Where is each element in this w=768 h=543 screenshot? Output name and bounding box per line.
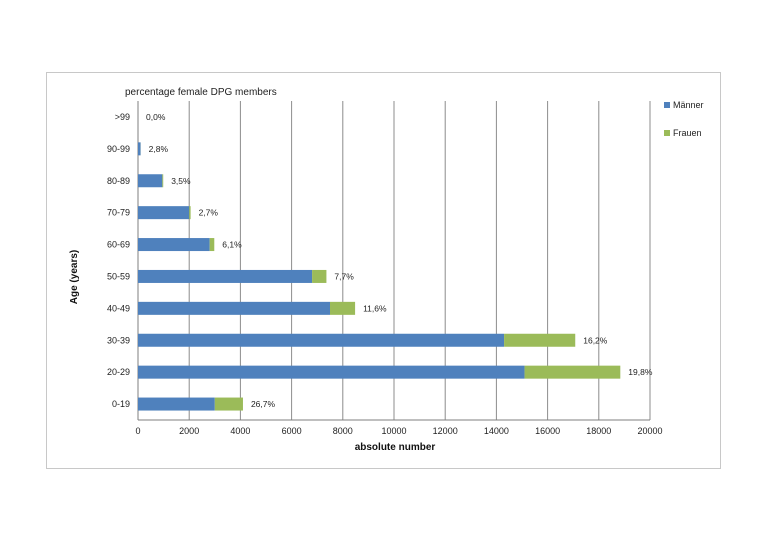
chart-svg: percentage female DPG members Age (years… — [69, 87, 704, 453]
bar-maenner — [138, 269, 313, 283]
y-tick-label: 90-99 — [107, 144, 130, 154]
legend-swatch-frauen — [664, 130, 670, 136]
bar-frauen — [504, 333, 576, 347]
x-tick-label: 6000 — [282, 426, 302, 436]
legend-label-maenner: Männer — [673, 100, 704, 110]
percent-label: 0,0% — [146, 112, 166, 122]
bar-frauen — [209, 238, 215, 252]
bar-maenner — [138, 397, 215, 411]
percent-label: 11,6% — [363, 303, 387, 313]
y-tick-label: 0-19 — [112, 399, 130, 409]
x-tick-label: 10000 — [381, 426, 406, 436]
y-tick-label: 50-59 — [107, 271, 130, 281]
bar-frauen — [330, 301, 356, 315]
x-tick-label: 16000 — [535, 426, 560, 436]
percent-label: 6,1% — [222, 240, 242, 250]
bar-frauen — [162, 174, 164, 188]
bar-frauen — [312, 269, 327, 283]
bar-maenner — [138, 333, 505, 347]
percent-label: 3,5% — [171, 176, 191, 186]
percent-label: 26,7% — [251, 399, 276, 409]
x-tick-label: 0 — [135, 426, 140, 436]
y-tick-label: 70-79 — [107, 208, 130, 218]
y-tick-label: 40-49 — [107, 303, 130, 313]
percent-label: 2,8% — [149, 144, 169, 154]
y-tick-label: 80-89 — [107, 176, 130, 186]
bar-maenner — [138, 238, 210, 252]
percent-label: 19,8% — [628, 367, 653, 377]
x-tick-label: 20000 — [637, 426, 662, 436]
bar-maenner — [138, 174, 163, 188]
labels-layer: 0 2000 4000 6000 8000 10000 12000 14000 16000 180… — [107, 112, 663, 436]
legend-swatch-maenner — [664, 102, 670, 108]
x-tick-label: 8000 — [333, 426, 353, 436]
chart-frame: percentage female DPG members Age (years… — [46, 72, 721, 469]
y-tick-label: >99 — [115, 112, 130, 122]
x-tick-label: 4000 — [230, 426, 250, 436]
y-tick-label: 30-39 — [107, 335, 130, 345]
y-axis-title: Age (years) — [69, 250, 80, 304]
percent-label: 16,2% — [583, 335, 608, 345]
x-tick-label: 12000 — [433, 426, 458, 436]
x-tick-label: 14000 — [484, 426, 509, 436]
x-tick-label: 2000 — [179, 426, 199, 436]
bar-maenner — [138, 142, 141, 156]
x-axis-title: absolute number — [355, 442, 436, 453]
chart-title: percentage female DPG members — [125, 87, 277, 98]
bar-maenner — [138, 206, 190, 220]
legend: Männer Frauen — [664, 100, 704, 138]
percent-label: 2,7% — [199, 208, 219, 218]
bar-frauen — [189, 206, 191, 220]
bar-maenner — [138, 301, 330, 315]
legend-label-frauen: Frauen — [673, 128, 702, 138]
bars-layer — [138, 142, 621, 411]
bar-frauen — [214, 397, 243, 411]
y-tick-label: 60-69 — [107, 240, 130, 250]
x-tick-label: 18000 — [586, 426, 611, 436]
y-tick-label: 20-29 — [107, 367, 130, 377]
bar-frauen — [524, 365, 621, 379]
bar-maenner — [138, 365, 525, 379]
percent-label: 7,7% — [334, 271, 354, 281]
